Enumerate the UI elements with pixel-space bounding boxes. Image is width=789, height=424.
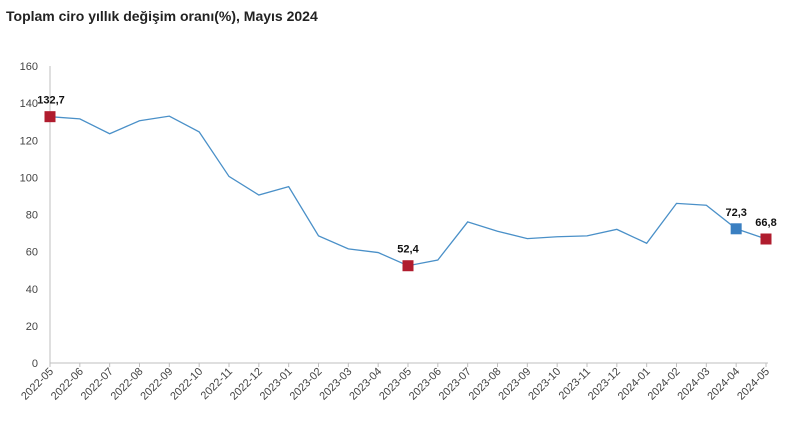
data-point-marker [402,260,414,272]
data-point-marker [760,233,772,245]
y-tick-label: 140 [20,98,38,110]
x-tick-label: 2023-10 [526,366,563,403]
data-label: 66,8 [755,217,776,229]
chart-title: Toplam ciro yıllık değişim oranı(%), May… [6,8,318,24]
data-label: 72,3 [725,207,746,219]
highlight-markers [44,111,772,272]
x-tick-label: 2024-05 [735,366,772,403]
data-label: 132,7 [37,95,65,107]
y-tick-label: 160 [20,61,38,73]
y-tick-label: 0 [32,358,38,370]
y-tick-label: 120 [20,135,38,147]
y-tick-label: 40 [26,284,38,296]
data-point-marker [730,223,742,235]
y-tick-label: 100 [20,172,38,184]
x-tick-labels: 2022-052022-062022-072022-082022-092022-… [19,363,772,403]
x-tick-label: 2022-10 [168,366,205,403]
y-tick-label: 80 [26,210,38,222]
data-labels: 132,7 52,4 72,3 66,8 [37,95,776,256]
data-point-marker [44,111,56,123]
y-tick-labels: 0 20 40 60 80 100 120 140 160 [20,61,38,370]
data-label: 52,4 [397,244,419,256]
y-tick-label: 60 [26,247,38,259]
y-tick-label: 20 [26,321,38,333]
